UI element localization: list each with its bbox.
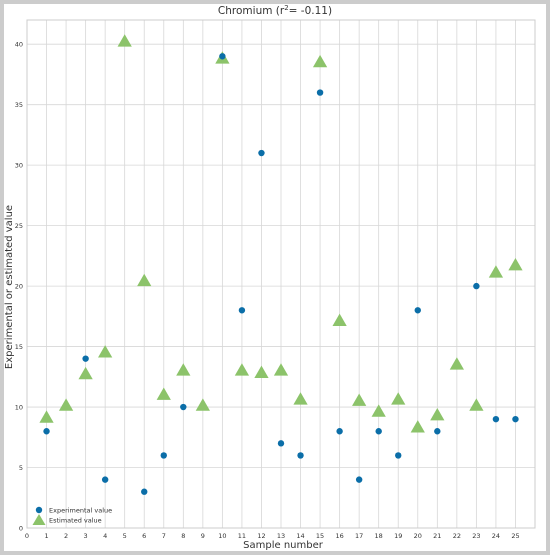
- x-tick-label: 20: [414, 532, 422, 540]
- x-tick-label: 22: [453, 532, 461, 540]
- x-tick-label: 9: [201, 532, 205, 540]
- experimental-value-point: [414, 307, 421, 314]
- x-tick-label: 25: [511, 532, 519, 540]
- estimated-value-point: [273, 363, 289, 376]
- estimated-value-point: [98, 345, 113, 358]
- experimental-value-point: [258, 149, 265, 157]
- experimental-value-point: [219, 53, 226, 60]
- x-tick-label: 18: [375, 532, 383, 540]
- estimated-value-point: [137, 273, 152, 287]
- x-tick-label: 4: [103, 532, 107, 540]
- y-tick-label: 10: [15, 403, 23, 411]
- experimental-value-point: [336, 428, 343, 435]
- estimated-value-point: [430, 408, 445, 421]
- chart-title-superscript: 2: [284, 4, 288, 12]
- experimental-value-point: [43, 428, 50, 435]
- experimental-value-point: [375, 428, 382, 435]
- legend-label-estimated: Estimated value: [49, 517, 102, 525]
- estimated-value-point: [488, 265, 504, 278]
- x-tick-label: 0: [25, 532, 29, 540]
- estimated-value-point: [156, 387, 171, 400]
- x-tick-label: 23: [472, 532, 480, 540]
- experimental-value-point: [238, 307, 246, 314]
- estimated-value-point: [195, 398, 210, 411]
- estimated-value-point: [508, 258, 523, 271]
- x-tick-label: 14: [296, 532, 304, 540]
- experimental-value-point: [492, 415, 500, 423]
- estimated-value-point: [176, 363, 191, 376]
- estimated-value-point: [78, 366, 93, 380]
- legend-marker-estimated: [32, 514, 46, 525]
- x-tick-label: 16: [335, 532, 343, 540]
- estimated-value-point: [352, 393, 367, 406]
- experimental-value-point: [82, 355, 89, 362]
- experimental-value-point: [277, 440, 285, 447]
- x-tick-label: 24: [492, 532, 500, 540]
- estimated-value-point: [469, 398, 484, 411]
- x-tick-label: 1: [44, 532, 48, 540]
- estimated-value-point: [58, 398, 74, 411]
- estimated-value-point: [254, 365, 269, 379]
- y-tick-label: 40: [15, 40, 23, 48]
- chart-title: Chromium (r2= -0.11): [218, 4, 332, 17]
- estimated-value-point: [117, 34, 132, 47]
- y-tick-label: 35: [15, 101, 23, 109]
- y-tick-label: 15: [15, 343, 23, 351]
- x-tick-label: 13: [277, 532, 285, 540]
- x-tick-label: 11: [238, 532, 246, 540]
- y-tick-label: 30: [15, 161, 23, 169]
- x-tick-label: 6: [142, 532, 146, 540]
- points-layer: [39, 34, 523, 495]
- legend-label-experimental: Experimental value: [49, 507, 112, 515]
- experimental-value-point: [297, 452, 304, 459]
- tick-layer: 0 1 2 3 4 5 6 7 8 9 10 11 12 13 14 15 16 17 18 19 20 21 22 23 24…: [15, 40, 520, 540]
- y-axis-label: Experimental or estimated value: [4, 205, 15, 369]
- experimental-value-point: [180, 403, 187, 411]
- x-tick-label: 3: [84, 532, 88, 540]
- estimated-value-point: [449, 357, 464, 370]
- legend: Experimental value Estimated value: [32, 506, 112, 525]
- experimental-value-point: [141, 488, 148, 495]
- x-tick-label: 21: [433, 532, 441, 540]
- x-tick-label: 5: [123, 532, 127, 540]
- y-tick-label: 25: [15, 222, 23, 230]
- estimated-value-point: [410, 420, 425, 433]
- x-axis-label: Sample number: [243, 540, 324, 551]
- estimated-value-point: [371, 404, 386, 417]
- experimental-value-point: [473, 282, 480, 290]
- estimated-value-point: [293, 392, 308, 405]
- experimental-value-point: [512, 415, 519, 423]
- experimental-value-point: [316, 89, 324, 96]
- x-tick-label: 2: [64, 532, 68, 540]
- estimated-value-point: [234, 363, 250, 376]
- x-tick-label: 17: [355, 532, 363, 540]
- y-tick-label: 20: [15, 282, 23, 290]
- experimental-value-point: [395, 452, 402, 459]
- chart-title-suffix: = -0.11): [289, 5, 332, 17]
- experimental-value-point: [160, 452, 167, 459]
- x-tick-label: 8: [181, 532, 185, 540]
- x-tick-label: 19: [394, 532, 402, 540]
- x-tick-label: 7: [162, 532, 166, 540]
- legend-marker-experimental: [35, 506, 43, 514]
- estimated-value-point: [312, 54, 328, 68]
- x-tick-label: 15: [316, 532, 324, 540]
- y-tick-label: 5: [19, 464, 23, 472]
- plot-frame: [26, 19, 536, 529]
- estimated-value-point: [39, 410, 54, 423]
- x-tick-label: 10: [218, 532, 226, 540]
- experimental-value-point: [101, 476, 109, 483]
- y-tick-label: 0: [19, 524, 23, 532]
- experimental-value-point: [434, 428, 441, 435]
- estimated-value-point: [391, 392, 406, 405]
- x-tick-label: 12: [257, 532, 265, 540]
- chart-title-prefix: Chromium (r: [218, 5, 285, 17]
- estimated-value-point: [332, 313, 347, 327]
- experimental-value-point: [355, 476, 363, 483]
